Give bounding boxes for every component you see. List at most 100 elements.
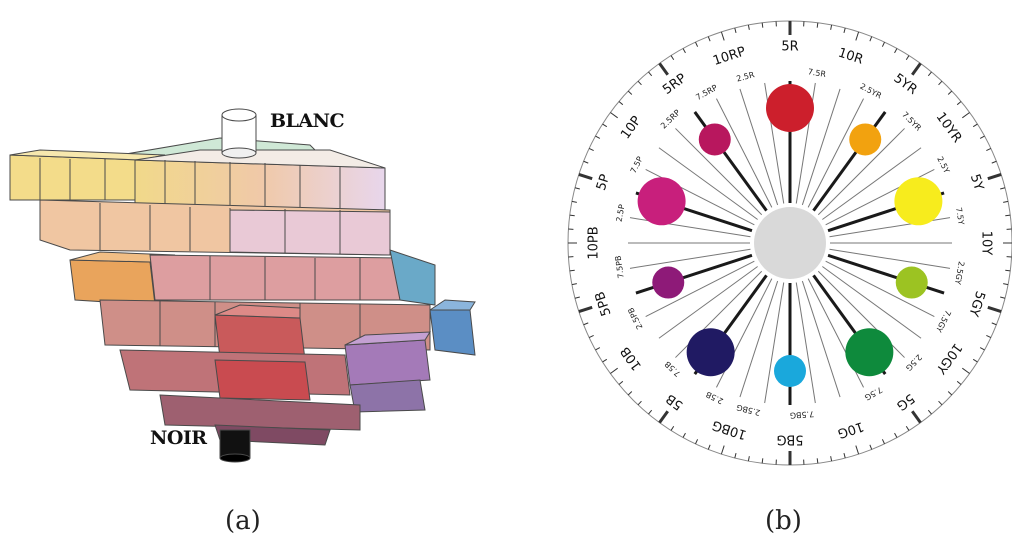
tick-mark (1005, 215, 1010, 216)
tick-mark (708, 37, 710, 42)
sub-hue-label: 7.5Y (954, 207, 966, 226)
tick-mark (928, 72, 931, 76)
tick-mark (595, 136, 599, 138)
minor-spoke (740, 281, 778, 397)
orange-block (70, 260, 155, 305)
top-row (135, 160, 385, 210)
hue-dot-5YR (849, 123, 881, 155)
hue-dot-5R (766, 84, 814, 132)
hue-label: 10GY (933, 340, 965, 376)
yellow-arm (10, 155, 140, 200)
sub-hue-label: 2.5PB (626, 306, 644, 331)
hue-label: 5RP (660, 71, 689, 98)
tick-mark (973, 359, 977, 362)
tick-mark (1000, 188, 1005, 189)
tick-mark (817, 458, 818, 463)
tick-mark (575, 297, 580, 298)
tick-mark (570, 215, 575, 216)
hue-label: 5PB (593, 289, 615, 317)
tick-mark (844, 28, 845, 33)
tick-mark (957, 381, 961, 384)
tick-mark (671, 56, 674, 60)
minor-spoke (830, 249, 950, 268)
sub-hue-label: 7.5PB (614, 255, 626, 279)
tick-mark (986, 335, 991, 337)
tick-mark (882, 42, 884, 47)
tick-mark (660, 411, 668, 422)
tick-mark (748, 25, 749, 30)
hue-dot-5BG (774, 355, 806, 387)
tick-mark (957, 101, 961, 104)
caption-b: (b) (765, 506, 802, 536)
tick-mark (939, 81, 942, 85)
tick-mark (980, 348, 984, 350)
minor-spoke (630, 249, 750, 268)
sub-hue-label: 7.5B (663, 359, 682, 378)
tick-mark (589, 335, 594, 337)
sub-hue-label: 7.5R (807, 67, 827, 79)
hue-label: 10RP (711, 44, 748, 69)
tick-mark (831, 456, 832, 461)
tick-mark (589, 148, 594, 150)
tick-mark (610, 113, 617, 118)
hue-label: 5GY (965, 289, 987, 318)
tick-mark (962, 368, 969, 373)
hue-label: 5Y (967, 172, 986, 192)
black-label: NOIR (150, 427, 207, 449)
tick-mark (844, 453, 845, 458)
tick-mark (986, 148, 991, 150)
tick-mark (584, 323, 589, 325)
tick-mark (628, 392, 632, 395)
sub-hue-label: 2.5P (615, 204, 627, 223)
hue-label: 10PB (587, 226, 602, 259)
tick-mark (973, 124, 977, 127)
tick-mark (912, 411, 920, 422)
hue-label: 10BG (710, 417, 748, 442)
tick-mark (992, 323, 997, 325)
tick-mark (895, 433, 897, 437)
sub-hue-label: 2.5R (735, 70, 755, 84)
tick-mark (762, 23, 763, 28)
sub-hue-label: 2.5GY (953, 261, 966, 286)
tick-mark (579, 174, 592, 178)
hue-label: 10Y (979, 231, 994, 256)
minor-spoke (796, 283, 815, 403)
tick-mark (870, 445, 872, 450)
tick-mark (870, 37, 872, 42)
tick-mark (882, 439, 884, 444)
sub-hue-label: 7.5GY (934, 309, 953, 334)
hue-label: 10G (836, 418, 866, 440)
tick-mark (992, 161, 997, 163)
tick-mark (948, 392, 952, 395)
sub-hue-label: 2.5RP (659, 108, 682, 131)
tick-mark (683, 433, 685, 437)
tick-mark (762, 458, 763, 463)
tick-mark (595, 348, 599, 350)
tick-mark (1003, 284, 1008, 285)
minor-spoke (802, 281, 840, 397)
sub-hue-label: 2.5BG (736, 403, 762, 418)
tick-mark (628, 91, 632, 94)
hue-label: 5P (594, 172, 613, 192)
tick-mark (856, 32, 859, 41)
tick-mark (735, 28, 736, 33)
sub-hue-label: 2.5G (904, 353, 924, 373)
sub-hue-label: 7.5G (863, 385, 884, 402)
tick-mark (572, 201, 577, 202)
hue-dot-5B (687, 328, 735, 376)
tick-mark (584, 161, 589, 163)
hue-dot-5Y (894, 177, 942, 225)
hue-label: 10YR (933, 110, 965, 146)
red-block-lower (215, 360, 310, 400)
sub-hue-label: 7.5RP (694, 83, 719, 102)
hue-dot-5PB (652, 267, 684, 299)
tick-mark (906, 426, 909, 430)
center-disc (754, 207, 826, 279)
purple-block (345, 340, 430, 385)
tick-mark (695, 42, 697, 47)
caption-a: (a) (225, 506, 261, 536)
white-label: BLANC (270, 110, 344, 132)
tick-mark (906, 56, 909, 60)
